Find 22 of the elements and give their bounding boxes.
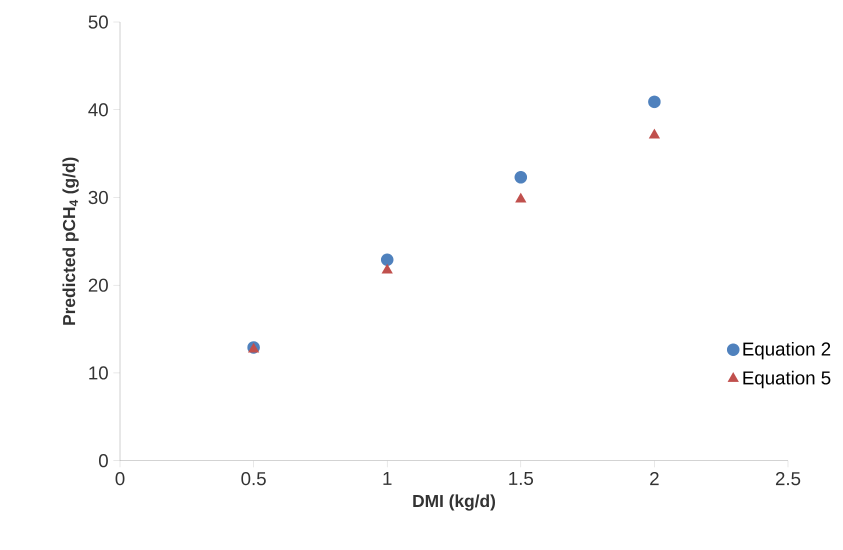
x-tick-label: 2 — [650, 472, 659, 486]
y-tick-label: 10 — [89, 366, 108, 380]
y-axis-title: Predicted pCH$_{4}$ (g/d) — [62, 158, 79, 325]
x-tick-label: 1 — [383, 472, 392, 485]
point — [648, 128, 660, 138]
y-tick-label: 50 — [88, 15, 108, 29]
legend-label: Equation 2 — [743, 342, 830, 360]
x-tick-label: 0.5 — [241, 472, 266, 486]
point — [382, 264, 393, 274]
y-tick-label: 40 — [88, 103, 108, 116]
y-tick-label: 30 — [88, 190, 108, 204]
point — [648, 96, 661, 108]
point — [515, 192, 526, 202]
x-tick-label: 1.5 — [509, 472, 533, 486]
y-tick-label: 20 — [88, 278, 108, 292]
x-axis-title: DMI (kg/d) — [413, 494, 496, 511]
x-tick-label: 2.5 — [776, 472, 800, 486]
point — [380, 253, 394, 266]
y-tick-label: 0 — [98, 454, 108, 468]
x-tick-label: 0 — [116, 472, 124, 486]
point — [514, 171, 528, 184]
legend-label: Equation 5 — [743, 370, 830, 388]
